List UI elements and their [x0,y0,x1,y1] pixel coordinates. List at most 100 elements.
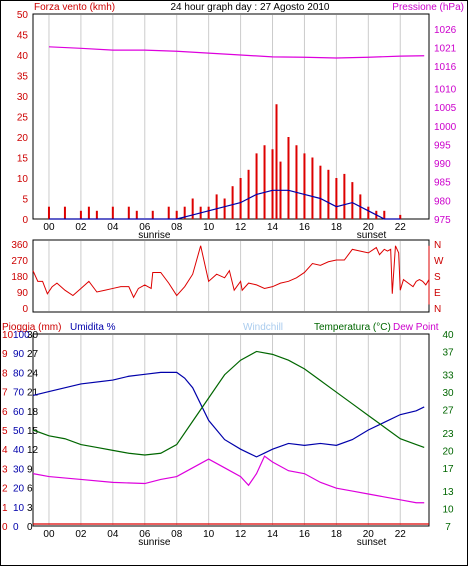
wind-y-tick-label: 40 [17,51,29,62]
rain-y-tick-label: 9 [2,349,8,360]
humidity-y-tick-label: 20 [13,484,25,495]
humidity-y-tick-label: 60 [13,407,25,418]
rain-axis-label: Pioggia (mm) [2,322,61,333]
humidity-y-tick-label: 0 [13,522,19,533]
wind-pressure-panel [32,13,430,220]
rain-y-tick-label: 2 [2,484,8,495]
humidity-y-tick-label: 90 [13,349,25,360]
x-tick-label: 02 [75,529,87,540]
temperature-y-tick-label: 40 [442,330,454,341]
mid-y-tick-label: 24 [27,368,39,379]
x-tick-label: 16 [299,222,311,233]
humidity-y-tick-label: 10 [13,503,25,514]
humidity-y-tick-label: 100 [13,330,30,341]
temperature-y-tick-label: 20 [442,446,454,457]
rain-y-tick-label: 3 [2,464,8,475]
mid-y-tick-label: 9 [27,464,33,475]
rain-y-tick-label: 5 [2,426,8,437]
wind-y-tick-label: 30 [17,92,29,103]
mid-y-tick-label: 0 [27,522,33,533]
direction-y-tick-label: 270 [11,256,28,267]
sunset-label: sunset [357,230,387,241]
humidity-y-tick-label: 40 [13,445,25,456]
x-tick-label: 18 [331,529,343,540]
mid-y-tick-label: 27 [27,349,39,360]
temperature-y-tick-label: 23 [442,429,454,440]
mid-y-tick-label: 30 [27,330,39,341]
pressure-line [48,46,425,59]
rain-y-tick-label: 7 [2,388,8,399]
rain-y-tick-label: 4 [2,445,8,456]
pressure-y-tick-label: 995 [434,140,451,151]
gust-line [48,189,401,220]
x-tick-label: 04 [107,222,119,233]
humidity-axis-label: Umidita % [70,322,116,333]
x-tick-label: 14 [267,222,279,233]
temperature-line [32,350,425,456]
temperature-y-tick-label: 33 [442,371,454,382]
x-tick-label: 22 [395,222,407,233]
temperature-y-tick-label: 27 [442,406,454,417]
wind-y-tick-label: 15 [17,154,29,165]
wind-y-tick-label: 5 [22,195,28,206]
wind-y-tick-label: 50 [17,10,29,21]
dewpoint-axis-label: Dew Point [393,322,439,333]
compass-label: W [434,256,444,267]
wind-axis-label: Forza vento (kmh) [34,2,115,13]
direction-y-tick-label: 90 [17,288,29,299]
x-tick-label: 10 [203,222,215,233]
pressure-y-tick-label: 1021 [434,44,457,55]
x-tick-label: 22 [395,529,407,540]
pressure-y-tick-label: 1026 [434,25,457,36]
direction-y-tick-label: 360 [11,240,28,251]
x-tick-label: 02 [75,222,87,233]
chart-title: 24 hour graph day : 27 Agosto 2010 [170,2,329,13]
pressure-y-tick-label: 980 [434,196,451,207]
wind-y-tick-label: 10 [17,174,29,185]
pressure-y-tick-label: 1016 [434,62,457,73]
wind-y-tick-label: 35 [17,72,29,83]
windchill-axis-label: Windchill [243,322,283,333]
wind-y-tick-label: 25 [17,113,29,124]
sunrise-label: sunrise [138,537,171,548]
direction-y-tick-label: 180 [11,272,28,283]
x-tick-label: 06 [139,222,151,233]
wind-y-tick-label: 0 [22,215,28,226]
x-tick-label: 14 [267,529,279,540]
temperature-y-tick-label: 7 [445,522,451,533]
rain-y-tick-label: 6 [2,407,8,418]
humidity-y-tick-label: 30 [13,464,25,475]
x-tick-label: 20 [363,222,375,233]
pressure-y-tick-label: 1000 [434,122,457,133]
temperature-y-tick-label: 30 [442,388,454,399]
mid-y-tick-label: 12 [27,445,39,456]
mid-y-tick-label: 6 [27,484,33,495]
temperature-y-tick-label: 10 [442,505,454,516]
rain-y-tick-label: 1 [2,503,8,514]
x-tick-label: 06 [139,529,151,540]
x-tick-label: 00 [43,529,55,540]
x-tick-label: 20 [363,529,375,540]
compass-label: E [434,288,441,299]
pressure-y-tick-label: 975 [434,215,451,226]
mid-y-tick-label: 15 [27,426,39,437]
pressure-y-tick-label: 1005 [434,103,457,114]
pressure-axis-label: Pressione (hPa) [392,2,464,13]
temperature-y-tick-label: 37 [442,347,454,358]
compass-label: N [434,304,441,315]
pressure-y-tick-label: 1010 [434,85,457,96]
humidity-line [32,371,425,458]
rain-y-tick-label: 10 [2,330,14,341]
x-tick-label: 00 [43,222,55,233]
temperature-y-tick-label: 17 [442,464,454,475]
mid-y-tick-label: 18 [27,407,39,418]
x-tick-label: 12 [235,529,247,540]
rain-y-tick-label: 0 [2,522,8,533]
compass-label: N [434,240,441,251]
temp-humidity-panel [32,333,430,527]
pressure-y-tick-label: 985 [434,178,451,189]
x-tick-label: 18 [331,222,343,233]
wind-direction-line [32,245,430,305]
x-tick-label: 04 [107,529,119,540]
